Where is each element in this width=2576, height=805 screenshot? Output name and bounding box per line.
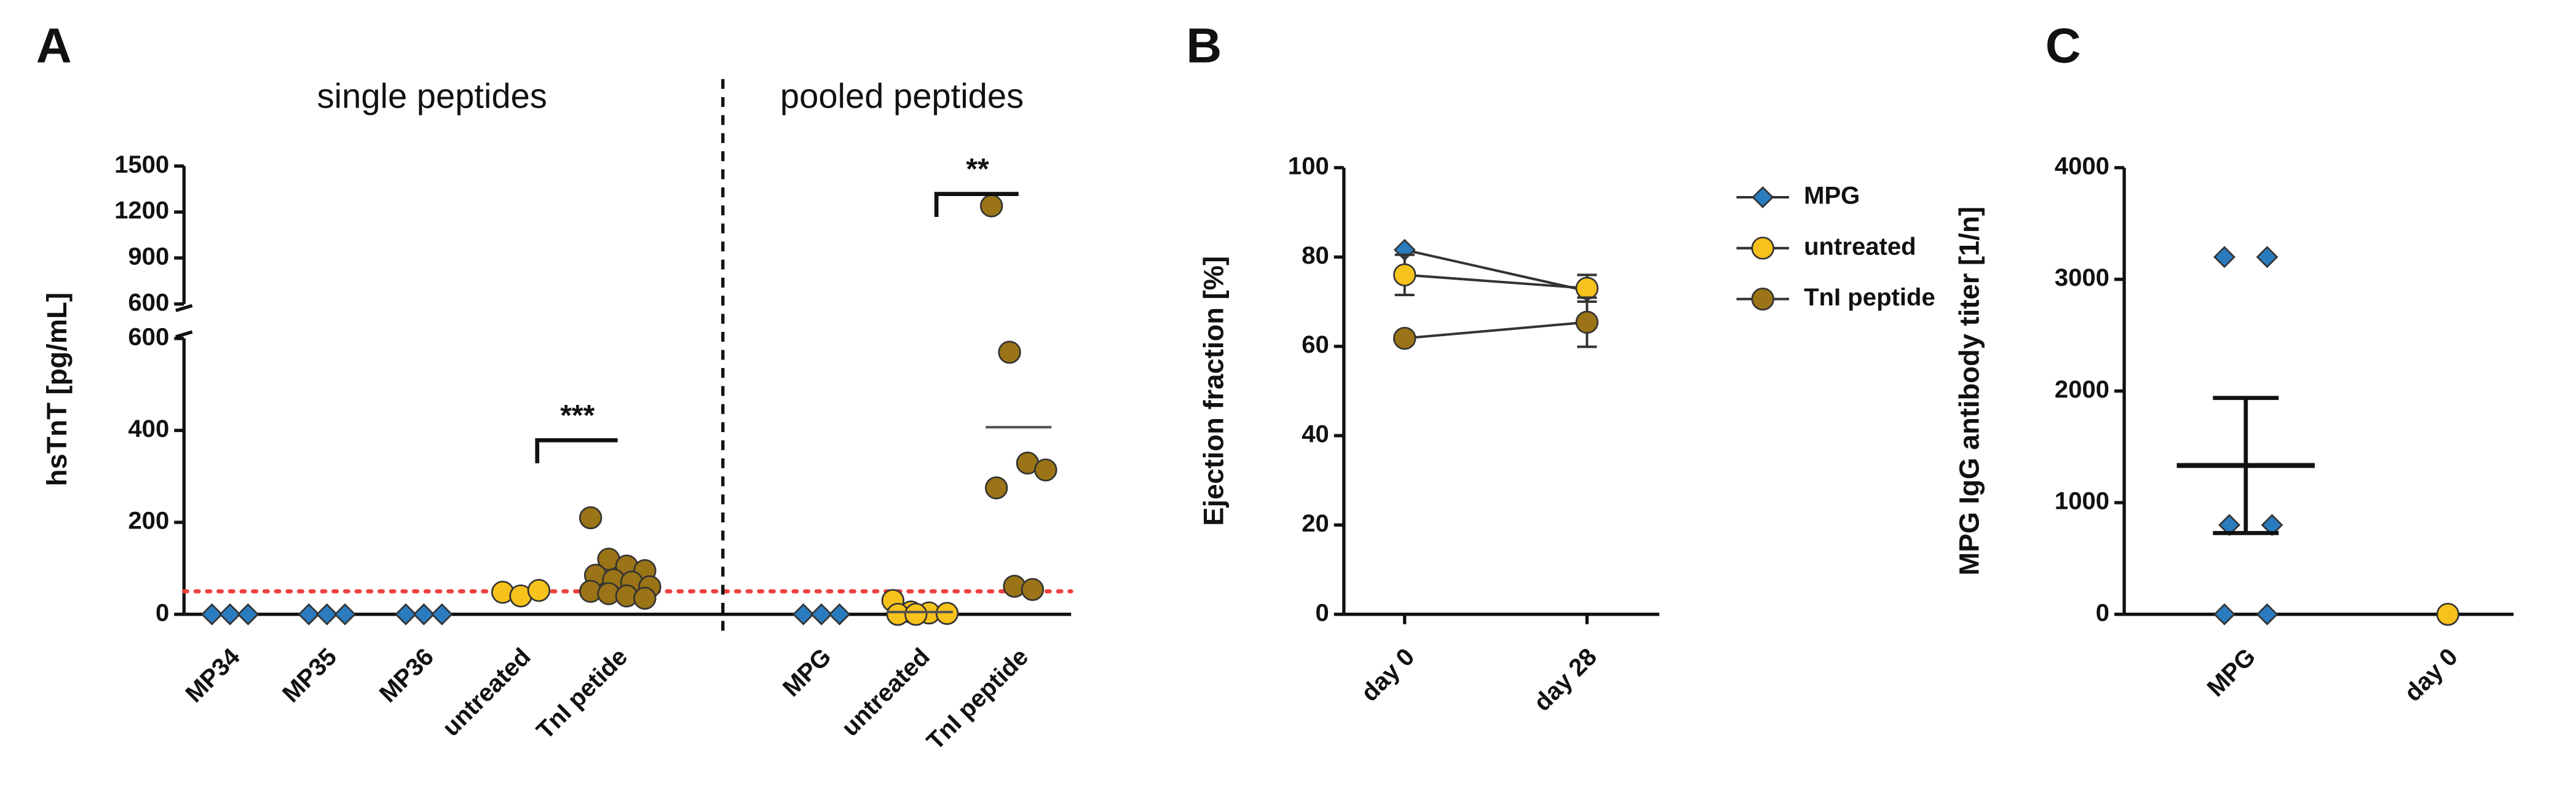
x-tick-label: MPG bbox=[2202, 643, 2261, 702]
y-tick-label: 2000 bbox=[2055, 376, 2109, 403]
data-point bbox=[810, 603, 833, 626]
data-point bbox=[979, 194, 1003, 218]
axis-break bbox=[175, 330, 193, 339]
series-line bbox=[1404, 248, 1587, 293]
section-label: single peptides bbox=[317, 76, 547, 115]
data-point bbox=[527, 579, 551, 602]
data-point bbox=[200, 603, 223, 626]
data-point bbox=[2213, 603, 2236, 626]
y-tick-label: 0 bbox=[2096, 599, 2109, 626]
x-tick-label: day 28 bbox=[1529, 643, 1602, 717]
panel-label: B bbox=[1186, 18, 1222, 73]
y-tick-label: 1200 bbox=[114, 197, 169, 224]
y-tick-label: 600 bbox=[128, 289, 169, 316]
data-point bbox=[2436, 603, 2460, 626]
data-point bbox=[298, 603, 320, 626]
y-tick-label: 20 bbox=[1302, 510, 1329, 537]
significance-bracket bbox=[535, 438, 618, 463]
y-tick-label: 3000 bbox=[2055, 264, 2109, 291]
y-axis-label: MPG IgG antibody titer [1/n] bbox=[1954, 206, 1985, 575]
data-point bbox=[1575, 310, 1599, 334]
data-point bbox=[828, 603, 851, 626]
legend-label: TnI peptide bbox=[1804, 284, 1935, 311]
series-line bbox=[1404, 273, 1587, 290]
data-point bbox=[904, 603, 928, 626]
data-point bbox=[219, 603, 242, 626]
panel-label: C bbox=[2045, 18, 2081, 73]
x-tick-label: MP36 bbox=[374, 643, 439, 708]
data-point bbox=[984, 476, 1008, 500]
data-point bbox=[237, 603, 259, 626]
axis-break bbox=[175, 304, 193, 312]
data-point bbox=[935, 602, 959, 625]
y-tick-label: 40 bbox=[1302, 421, 1329, 448]
y-axis-label: Ejection fraction [%] bbox=[1198, 256, 1229, 526]
data-point bbox=[334, 603, 357, 626]
x-tick-label: untreated bbox=[437, 643, 535, 742]
y-tick-label: 400 bbox=[128, 415, 169, 442]
data-point bbox=[395, 603, 417, 626]
legend-label: untreated bbox=[1804, 233, 1916, 260]
series-line bbox=[1404, 321, 1587, 340]
y-axis-label: hsTnT [pg/mL] bbox=[41, 293, 73, 486]
data-point bbox=[1393, 263, 1416, 287]
data-point bbox=[633, 586, 657, 610]
legend-marker bbox=[1751, 287, 1774, 311]
x-tick-label: day 0 bbox=[2400, 643, 2463, 707]
x-tick-label: MP34 bbox=[181, 643, 246, 708]
y-tick-label: 0 bbox=[1316, 599, 1329, 626]
x-tick-label: TnI peptide bbox=[922, 643, 1033, 755]
y-tick-label: 1000 bbox=[2055, 488, 2109, 515]
data-point bbox=[430, 603, 453, 626]
x-tick-label: TnI petide bbox=[531, 643, 633, 745]
x-tick-label: day 0 bbox=[1356, 643, 1420, 707]
y-tick-label: 200 bbox=[128, 508, 169, 535]
data-point bbox=[579, 506, 603, 530]
data-point bbox=[1575, 277, 1599, 300]
data-point bbox=[792, 603, 815, 626]
significance-bracket bbox=[934, 192, 1019, 218]
y-tick-label: 4000 bbox=[2055, 152, 2109, 179]
data-point bbox=[315, 603, 338, 626]
data-point bbox=[1021, 578, 1045, 602]
data-point bbox=[1393, 326, 1416, 350]
y-tick-label: 60 bbox=[1302, 331, 1329, 358]
data-point bbox=[413, 603, 435, 626]
legend-marker bbox=[1751, 237, 1774, 260]
y-tick-label: 900 bbox=[128, 243, 169, 270]
data-point bbox=[2256, 603, 2278, 626]
y-tick-label: 80 bbox=[1302, 242, 1329, 269]
data-point bbox=[2256, 246, 2278, 269]
legend-label: MPG bbox=[1804, 183, 1860, 210]
panel-label: A bbox=[36, 18, 72, 73]
y-tick-label: 600 bbox=[128, 323, 169, 350]
y-tick-label: 0 bbox=[156, 599, 169, 626]
x-tick-label: MPG bbox=[778, 643, 837, 702]
x-tick-label: MP35 bbox=[277, 643, 342, 708]
data-point bbox=[998, 340, 1021, 364]
x-tick-label: untreated bbox=[837, 643, 935, 742]
significance-label: ** bbox=[966, 152, 989, 186]
legend-marker bbox=[1752, 186, 1774, 208]
data-point bbox=[1034, 458, 1057, 482]
data-point bbox=[2213, 246, 2236, 269]
y-tick-label: 1500 bbox=[114, 151, 169, 178]
section-label: pooled peptides bbox=[780, 76, 1024, 115]
y-tick-label: 100 bbox=[1288, 152, 1329, 179]
significance-label: *** bbox=[560, 399, 595, 432]
